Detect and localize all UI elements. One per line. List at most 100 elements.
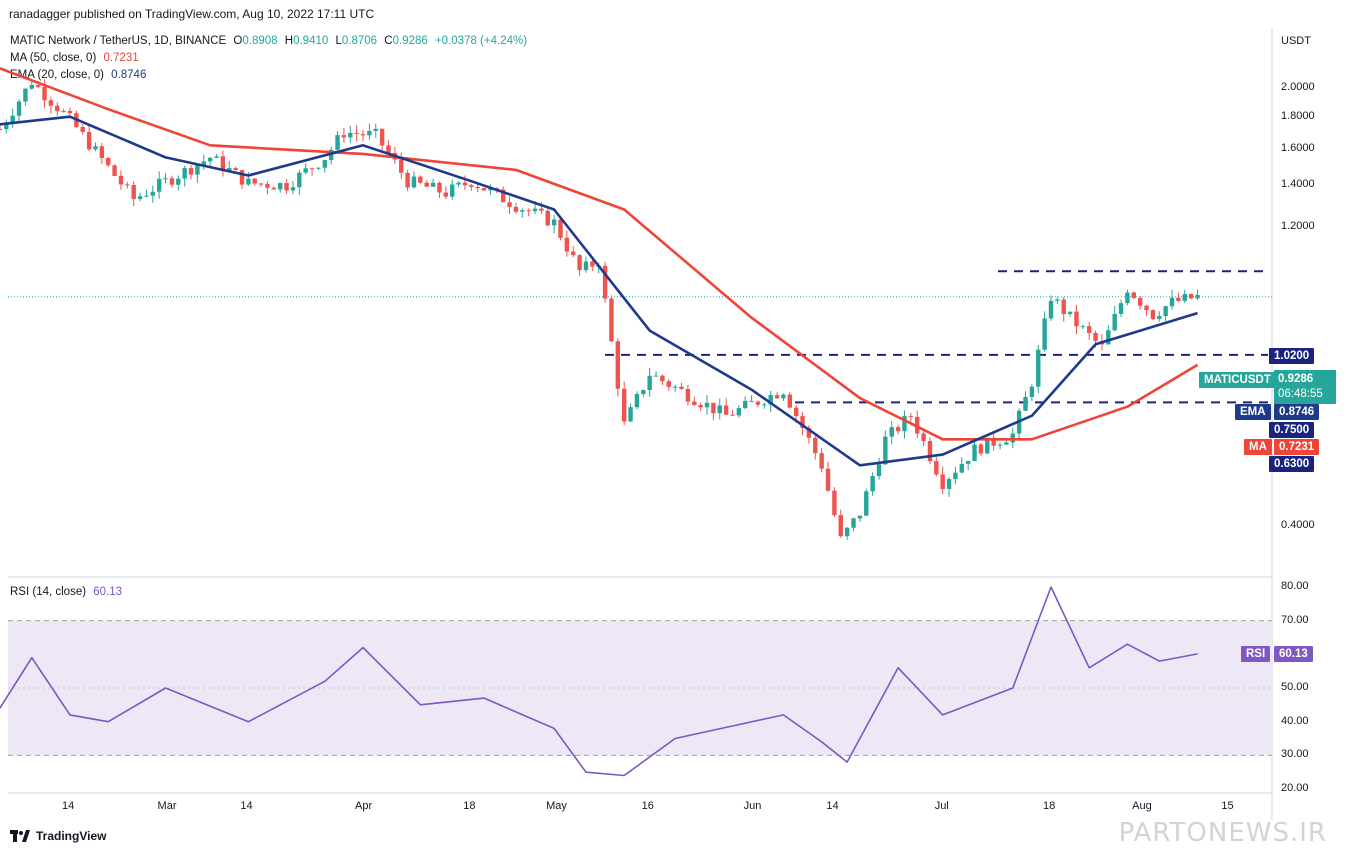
- time-tick-label: Jun: [743, 800, 762, 812]
- candle-body: [450, 184, 455, 197]
- candle-body: [545, 210, 550, 226]
- candle-body: [379, 128, 385, 146]
- candle-body: [246, 178, 251, 185]
- candle-body: [233, 168, 238, 171]
- candle-body: [1182, 294, 1187, 301]
- candle-body: [0, 129, 3, 131]
- candle-body: [125, 184, 130, 186]
- candle-body: [220, 156, 226, 171]
- candle-body: [1087, 326, 1092, 333]
- candle-body: [921, 433, 926, 442]
- candle-body: [80, 127, 85, 132]
- candle-body: [781, 394, 786, 399]
- level-tag-0750: 0.7500: [1269, 422, 1315, 438]
- candle-body: [1023, 396, 1028, 411]
- candle-body: [628, 407, 633, 422]
- time-tick-label: Jul: [934, 800, 949, 812]
- candle-body: [1144, 305, 1149, 311]
- candle-body: [176, 178, 181, 185]
- candle-body: [4, 122, 9, 130]
- candle-body: [723, 405, 729, 415]
- candle-body: [972, 444, 977, 461]
- rsi-name-tag: RSI: [1241, 646, 1271, 662]
- candle-body: [367, 130, 372, 136]
- candle-body: [711, 402, 716, 414]
- candle-body: [698, 405, 703, 408]
- candle-body: [1157, 316, 1162, 319]
- candle-body: [1042, 318, 1047, 350]
- candle-body: [373, 128, 378, 131]
- candle-body: [946, 479, 952, 489]
- price-tick-label: 1.2000: [1281, 220, 1315, 233]
- tradingview-brand[interactable]: TradingView: [10, 829, 106, 843]
- candle-body: [1036, 349, 1041, 387]
- candle-body: [762, 404, 767, 406]
- price-tick-label: 1.8000: [1281, 109, 1315, 122]
- candle-body: [793, 407, 799, 417]
- candle-body: [768, 395, 773, 405]
- candle-body: [641, 390, 646, 395]
- candle-body: [156, 178, 162, 192]
- candle-body: [163, 178, 168, 180]
- time-tick-label: 14: [240, 800, 253, 812]
- candle-body: [1061, 299, 1066, 315]
- candle-body: [513, 206, 519, 212]
- candle-body: [653, 375, 659, 377]
- candle-body: [112, 165, 117, 176]
- last-price-box: 0.9286 06:48:55: [1274, 370, 1336, 404]
- candle-body: [1112, 313, 1117, 331]
- price-tick-label: 2.0000: [1281, 81, 1315, 93]
- candle-body: [303, 168, 308, 173]
- candle-body: [1118, 303, 1124, 314]
- level-tag-1020: 1.0200: [1269, 348, 1315, 364]
- candle-body: [16, 101, 22, 116]
- rsi-tick-label: 40.00: [1281, 714, 1309, 727]
- candle-body: [634, 394, 640, 408]
- candle-body: [1106, 330, 1111, 345]
- last-price: 0.9286: [1278, 373, 1314, 385]
- candle-body: [10, 115, 15, 123]
- candle-body: [405, 172, 410, 188]
- symbol-legend: MATIC Network / TetherUS, 1D, BINANCE O0…: [10, 35, 527, 47]
- candle-body: [67, 110, 73, 114]
- ohlc-high: 0.9410: [293, 35, 329, 47]
- ohlc-change: +0.0378 (+4.24%): [434, 35, 528, 47]
- candle-body: [915, 416, 920, 434]
- candle-body: [1048, 300, 1054, 319]
- time-tick-label: 14: [62, 800, 75, 812]
- candle-body: [201, 161, 206, 166]
- candle-body: [685, 389, 691, 402]
- ema-20-line: [0, 115, 1198, 467]
- candle-body: [666, 381, 671, 387]
- time-tick-label: 15: [1221, 800, 1234, 812]
- candle-body: [481, 188, 487, 191]
- watermark: PARTONEWS.IR: [1118, 818, 1327, 848]
- ma-legend-value: 0.7231: [103, 52, 139, 64]
- price-tick-label: 1.4000: [1281, 178, 1315, 191]
- candle-body: [182, 168, 187, 179]
- candle-body: [749, 400, 754, 402]
- candle-body: [443, 192, 449, 197]
- currency-label: USDT: [1281, 35, 1311, 47]
- ohlc-low: 0.8706: [341, 35, 378, 47]
- rsi-legend-value: 60.13: [93, 586, 123, 598]
- candle-body: [271, 187, 277, 190]
- rsi-value-tag: 60.13: [1274, 646, 1313, 662]
- rsi-line: [0, 586, 1198, 777]
- candle-body: [430, 182, 436, 187]
- candle-body: [615, 341, 621, 389]
- candle-body: [1195, 294, 1200, 299]
- candle-body: [806, 428, 812, 438]
- candle-body: [819, 453, 824, 469]
- candle-body: [1067, 311, 1073, 315]
- candle-body: [813, 437, 818, 454]
- candle-body: [195, 165, 200, 175]
- candle-body: [832, 490, 837, 516]
- candle-body: [672, 386, 678, 388]
- bar-countdown: 06:48:55: [1278, 388, 1323, 400]
- candle-body: [571, 251, 576, 256]
- candle-body: [602, 265, 608, 299]
- candle-body: [86, 131, 92, 150]
- candle-body: [169, 178, 175, 185]
